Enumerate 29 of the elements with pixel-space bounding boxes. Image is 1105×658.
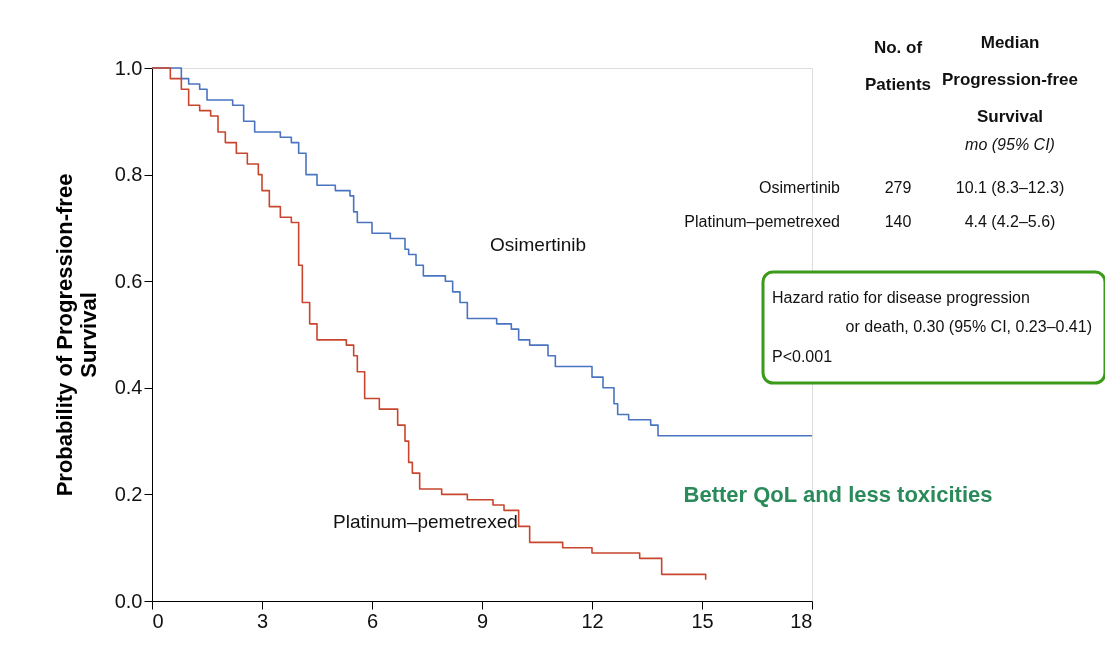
y-tick-label: 0.6: [114, 269, 143, 292]
annotation: P<0.001: [772, 348, 833, 365]
y-tick-label: 0.4: [114, 376, 143, 399]
annotation: Platinum–pemetrexed: [684, 213, 840, 230]
x-tick-label: 9: [476, 609, 489, 632]
y-tick-label: 1.0: [114, 56, 143, 79]
annotation: Osimertinib: [759, 179, 841, 196]
x-tick-label: 18: [790, 609, 813, 632]
x-tick-label: 0: [152, 609, 164, 632]
text: 4.4 (4.2–5.6): [964, 213, 1056, 230]
annotation: Better QoL and less toxicities: [683, 482, 993, 507]
text: 279: [884, 179, 912, 196]
series-label: Platinum–pemetrexed: [333, 511, 518, 532]
x-tick-label: 12: [581, 609, 604, 632]
text: 140: [884, 213, 912, 230]
text: No. of Patients: [864, 38, 932, 94]
x-tick-label: 15: [691, 609, 714, 632]
x-tick-label: 3: [256, 609, 269, 632]
text: mo (95% CI): [965, 136, 1055, 153]
y-axis-title: Probability of Progression-free Survival: [51, 173, 101, 497]
y-tick-label: 0.2: [114, 482, 143, 505]
text: Osimertinib: [490, 234, 587, 255]
text: 10.1 (8.3–12.3): [955, 179, 1065, 196]
text: or death, 0.30 (95% CI, 0.23–0.41): [845, 318, 1092, 335]
x-tick-label: 6: [366, 609, 379, 632]
y-tick-label: 0.8: [114, 163, 143, 186]
annotation: Hazard ratio for disease progression: [772, 289, 1030, 306]
y-tick-label: 0.0: [114, 589, 143, 612]
text: Median Progression-free Survival: [941, 33, 1079, 126]
